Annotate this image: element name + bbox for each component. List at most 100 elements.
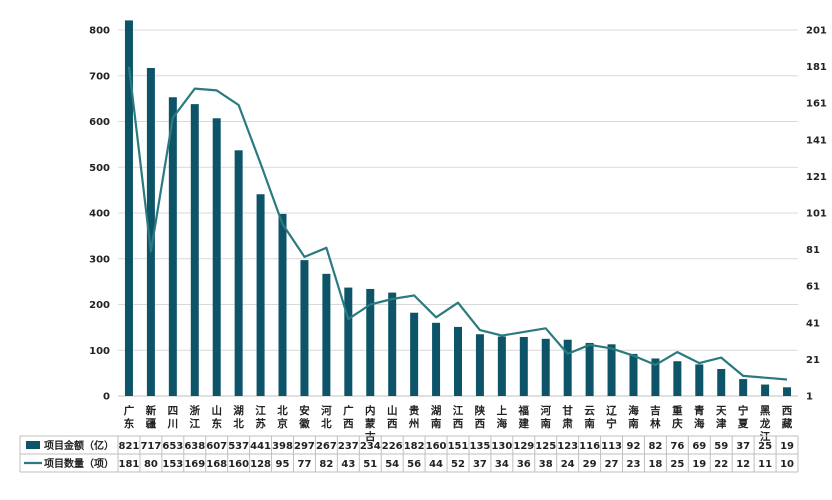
- table-value-amount: 226: [382, 441, 403, 452]
- table-value-amount: 182: [404, 441, 425, 452]
- category-label-吉林: 吉林: [650, 404, 661, 430]
- category-char: 贵: [409, 404, 420, 417]
- table-value-amount: 82: [648, 441, 662, 452]
- bar-甘肃: [563, 339, 572, 396]
- table-value-count: 56: [407, 459, 421, 470]
- category-char: 海: [497, 417, 508, 430]
- category-char: 上: [497, 404, 508, 417]
- category-label-黑龙江: 黑龙江: [759, 405, 771, 443]
- table-value-count: 43: [341, 459, 355, 470]
- table-value-count: 44: [429, 459, 443, 470]
- table-value-amount: 135: [469, 441, 490, 452]
- right-tick-label: 81: [806, 245, 820, 256]
- bar-湖北: [234, 150, 243, 396]
- category-char: 四: [168, 405, 179, 417]
- table-value-amount: 653: [162, 441, 183, 452]
- category-char: 江: [255, 404, 266, 417]
- table-value-amount: 234: [360, 441, 381, 452]
- bar-山西: [388, 292, 397, 396]
- category-char: 徽: [298, 417, 310, 430]
- left-tick-label: 200: [89, 300, 110, 311]
- right-tick-label: 61: [806, 282, 820, 293]
- table-value-count: 19: [692, 459, 706, 470]
- category-char: 重: [672, 404, 683, 417]
- table-value-amount: 113: [601, 441, 622, 452]
- left-tick-label: 500: [89, 163, 110, 174]
- table-value-count: 181: [119, 459, 140, 470]
- gridlines: [118, 29, 798, 397]
- category-char: 江: [453, 404, 464, 417]
- table-value-count: 34: [495, 459, 509, 470]
- right-tick-label: 141: [806, 135, 827, 146]
- left-tick-label: 100: [89, 346, 110, 357]
- bar-吉林: [651, 358, 660, 396]
- bar-重庆: [673, 361, 682, 396]
- category-char: 内: [365, 404, 376, 417]
- category-label-新疆: 新疆: [146, 404, 157, 430]
- right-tick-label: 21: [806, 355, 820, 366]
- category-char: 湖: [431, 404, 442, 417]
- category-char: 陕: [475, 404, 486, 417]
- category-char: 藏: [782, 417, 793, 430]
- category-char: 疆: [146, 418, 157, 430]
- table-value-count: 51: [363, 459, 377, 470]
- table-value-amount: 76: [670, 441, 684, 452]
- bar-山东: [212, 118, 221, 397]
- bar-河南: [541, 338, 550, 396]
- left-tick-label: 800: [89, 26, 110, 37]
- table-value-count: 27: [605, 459, 619, 470]
- table-value-count: 128: [250, 459, 271, 470]
- category-char: 西: [343, 418, 354, 430]
- category-char: 山: [387, 404, 398, 417]
- table-value-amount: 607: [206, 441, 227, 452]
- table-value-amount: 19: [780, 441, 794, 452]
- table-value-amount: 116: [579, 441, 600, 452]
- table-value-count: 169: [184, 459, 205, 470]
- table-value-count: 12: [736, 459, 750, 470]
- category-label-江苏: 江苏: [255, 404, 266, 430]
- category-char: 夏: [737, 418, 749, 430]
- category-char: 宁: [606, 417, 617, 430]
- table-value-count: 37: [473, 459, 487, 470]
- category-label-云南: 云南: [584, 405, 595, 430]
- category-label-河南: 河南: [540, 405, 551, 430]
- bar-内蒙古: [366, 288, 375, 396]
- category-label-湖南: 湖南: [431, 404, 442, 430]
- category-char: 南: [540, 417, 551, 430]
- category-char: 北: [233, 417, 244, 430]
- category-char: 苏: [255, 417, 266, 430]
- table-value-count: 168: [206, 459, 227, 470]
- category-char: 津: [716, 417, 727, 430]
- table-value-count: 54: [385, 459, 399, 470]
- bar-新疆: [146, 67, 155, 396]
- category-char: 黑: [760, 405, 771, 417]
- category-label-天津: 天津: [716, 405, 727, 430]
- category-char: 林: [650, 417, 661, 430]
- right-tick-label: 41: [806, 318, 820, 329]
- category-char: 广: [343, 404, 354, 417]
- category-char: 州: [408, 418, 420, 430]
- table-value-amount: 537: [228, 441, 249, 452]
- table-value-count: 22: [714, 459, 728, 470]
- right-tick-label: 181: [806, 62, 827, 73]
- category-char: 河: [540, 405, 551, 417]
- table-value-amount: 151: [448, 441, 469, 452]
- table-value-amount: 160: [426, 441, 447, 452]
- legend-bar-swatch: [26, 441, 40, 449]
- legend-line-label: 项目数量（项）: [44, 457, 114, 470]
- bar-福建: [519, 336, 528, 396]
- table-value-count: 36: [517, 459, 531, 470]
- bar-广西: [344, 287, 353, 396]
- bar-云南: [585, 342, 594, 396]
- category-char: 东: [211, 417, 222, 430]
- category-char: 云: [584, 405, 595, 417]
- category-char: 东: [124, 417, 135, 430]
- bar-贵州: [410, 312, 419, 396]
- right-tick-label: 201: [806, 26, 827, 37]
- category-char: 庆: [671, 417, 683, 430]
- category-char: 江: [190, 417, 201, 430]
- table-value-amount: 123: [557, 441, 578, 452]
- category-char: 西: [782, 405, 793, 417]
- category-char: 安: [299, 404, 310, 417]
